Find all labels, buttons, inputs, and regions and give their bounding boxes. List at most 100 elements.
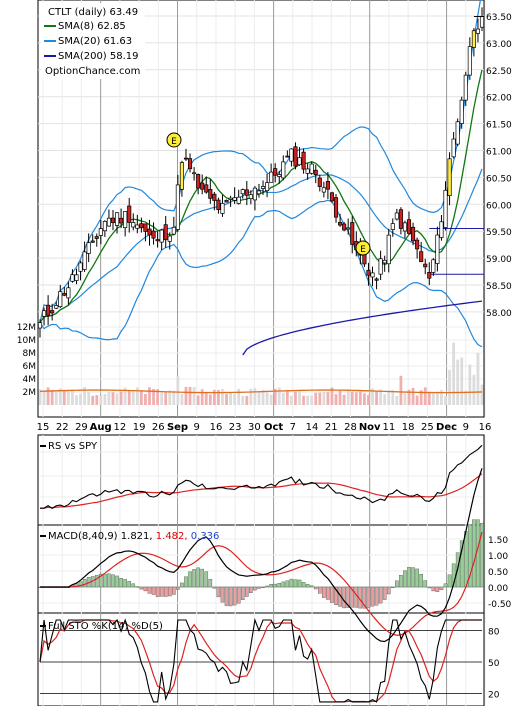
- macd-hist-bar: [293, 579, 298, 588]
- macd-hist-bar: [253, 586, 257, 591]
- volume-bar: [233, 393, 237, 405]
- sto-k-line: [39, 617, 482, 703]
- x-tick-label: 19: [133, 422, 146, 433]
- macd-hist-bar: [131, 583, 136, 588]
- x-tick-label: 23: [229, 422, 242, 433]
- candle-body: [309, 163, 314, 174]
- candle-body: [167, 235, 172, 242]
- volume-bar: [379, 389, 383, 405]
- macd-hist-bar: [147, 586, 152, 594]
- volume-bar: [354, 392, 358, 405]
- volume-bar: [480, 384, 484, 405]
- volume-bar: [144, 393, 147, 405]
- volume-bar: [273, 388, 277, 405]
- macd-hist-bar: [472, 519, 476, 588]
- volume-bar: [411, 387, 415, 405]
- candle-body: [102, 220, 107, 232]
- volume-bar: [66, 391, 70, 405]
- volume-bar: [330, 387, 334, 405]
- volume-bar: [363, 393, 366, 405]
- macd-hist-bar: [439, 586, 444, 590]
- candle-body: [244, 189, 249, 196]
- macd-hist-bar: [167, 586, 172, 597]
- candle-body: [98, 228, 103, 236]
- volume-bar: [334, 394, 338, 405]
- candle-body: [256, 190, 262, 195]
- bollinger-lower: [39, 199, 483, 348]
- candle-body: [42, 310, 47, 317]
- volume-bar: [111, 392, 115, 405]
- candle-body: [54, 305, 59, 309]
- candle-body: [151, 230, 156, 239]
- volume-bar: [452, 342, 456, 405]
- macd-hist-bar: [317, 586, 322, 594]
- rs-legend: RS vs SPY: [40, 441, 98, 452]
- macd-hist-bar: [399, 575, 403, 588]
- volume-bar: [204, 393, 208, 405]
- svg-text:E: E: [360, 245, 366, 255]
- volume-bar: [302, 395, 305, 405]
- volume-tick-label: 6M: [23, 362, 37, 372]
- macd-hist-bar: [232, 586, 237, 606]
- volume-bar: [217, 389, 220, 405]
- volume-bar: [208, 394, 212, 405]
- volume-bar: [196, 395, 200, 405]
- candle-body: [342, 223, 347, 231]
- macd-hist-bar: [386, 586, 391, 595]
- volume-bar: [281, 392, 285, 405]
- volume-bar: [257, 391, 261, 405]
- candle-body: [325, 181, 330, 190]
- candle-body: [423, 263, 428, 268]
- volume-tick-label: 2M: [23, 388, 37, 398]
- volume-bar: [403, 393, 407, 405]
- candle-body: [196, 174, 201, 189]
- price-series: [37, 0, 485, 356]
- x-tick-label: 14: [306, 422, 319, 433]
- volume-bar: [184, 386, 188, 405]
- candle-body: [435, 234, 440, 264]
- volume-bar: [383, 394, 387, 405]
- macd-hist-bar: [115, 575, 119, 588]
- candle-body: [74, 274, 79, 281]
- candle-body: [427, 271, 432, 279]
- candle-body: [183, 157, 189, 160]
- volume-bar: [253, 388, 257, 405]
- macd-hist-bar: [172, 586, 176, 595]
- candle-body: [135, 224, 140, 229]
- macd-hist-bar: [265, 585, 269, 588]
- macd-hist-bar: [249, 586, 253, 593]
- macd-hist-bar: [192, 569, 196, 588]
- candle-body: [200, 182, 205, 190]
- candle-body: [394, 212, 399, 220]
- volume-bar: [310, 395, 314, 405]
- legend-sma200: SMA(200) 58.19: [58, 51, 139, 62]
- x-tick-label: 11: [383, 422, 396, 433]
- volume-bar: [87, 392, 91, 405]
- macd-hist-bar: [285, 580, 290, 588]
- candle-body: [447, 158, 452, 197]
- volume-bar: [241, 395, 245, 405]
- macd-hist-bar: [390, 586, 395, 589]
- volume-bar: [285, 390, 289, 405]
- volume-bar: [152, 388, 155, 405]
- candle-body: [317, 177, 322, 187]
- x-tick-label: 28: [344, 422, 357, 433]
- macd-hist-bar: [382, 586, 387, 600]
- volume-bar: [91, 395, 95, 405]
- candle-body: [265, 182, 270, 192]
- volume-bar: [342, 394, 346, 405]
- volume-bar: [176, 375, 180, 405]
- macd-hist-bar: [212, 586, 217, 589]
- candle-body: [248, 194, 253, 199]
- x-tick-label: 18: [402, 422, 415, 433]
- volume-bar: [172, 390, 176, 405]
- volume-bar: [135, 387, 139, 405]
- macd-hist-bar: [395, 580, 399, 588]
- candle-body: [114, 212, 120, 226]
- macd-hist-bar: [127, 581, 132, 588]
- candle-body: [62, 293, 67, 296]
- candle-body: [212, 193, 217, 201]
- candle-body: [163, 224, 168, 241]
- macd-tick-label: 1.00: [488, 552, 508, 562]
- candle-body: [260, 186, 266, 189]
